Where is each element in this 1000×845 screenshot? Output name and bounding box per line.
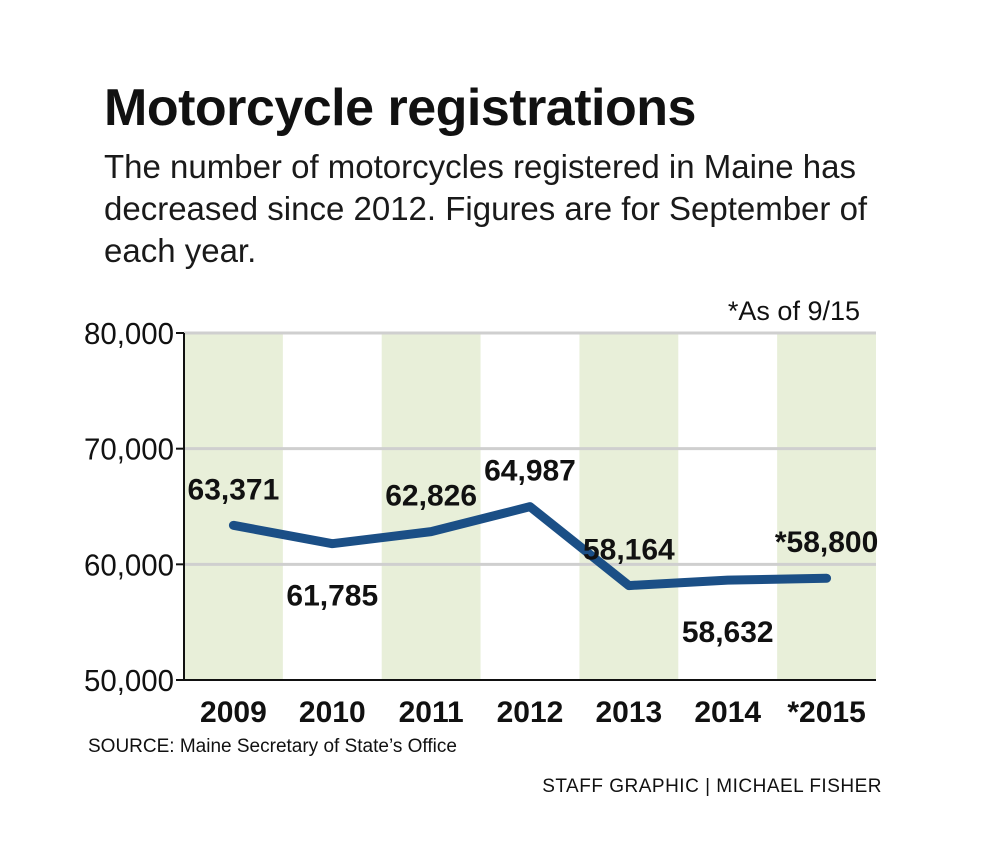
x-tick-label: 2010 [299,696,366,729]
x-tick-label: 2011 [399,696,464,729]
y-tick-labels: 50,000 60,000 70,000 80,000 [84,316,174,698]
x-tick-label: 2012 [497,696,564,729]
x-tick-label: 2013 [595,696,662,729]
axes [176,332,876,681]
y-tick-label: 70,000 [84,432,174,467]
data-label: 63,371 [188,473,280,506]
footnote: *As of 9/15 [728,296,860,326]
grid-lines [184,331,876,566]
data-label: 62,826 [385,480,477,513]
data-label: 58,632 [682,616,774,649]
y-tick-label: 80,000 [84,316,174,351]
source-note: SOURCE: Maine Secretary of State’s Offic… [88,736,457,757]
chart-subtitle: The number of motorcycles registered in … [104,148,868,269]
year-band [777,333,876,680]
year-band [579,333,679,680]
series [228,502,832,591]
chart-title: Motorcycle registrations [104,79,696,137]
credit-line: STAFF GRAPHIC | MICHAEL FISHER [542,776,882,797]
x-tick-labels: 2009 2010 2011 2012 2013 2014 *2015 [200,696,866,729]
year-band [381,333,481,680]
y-tick-label: 50,000 [84,663,174,698]
x-tick-label: 2014 [694,696,761,729]
year-bands [184,333,876,680]
x-tick-label: 2009 [200,696,267,729]
data-label: *58,800 [775,526,878,559]
data-label: 58,164 [583,534,675,567]
y-tick-label: 60,000 [84,547,174,582]
year-band [184,333,283,680]
data-label: 64,987 [484,455,576,488]
data-label: 61,785 [286,580,378,613]
series-line [228,502,832,591]
x-tick-label: *2015 [787,696,865,729]
